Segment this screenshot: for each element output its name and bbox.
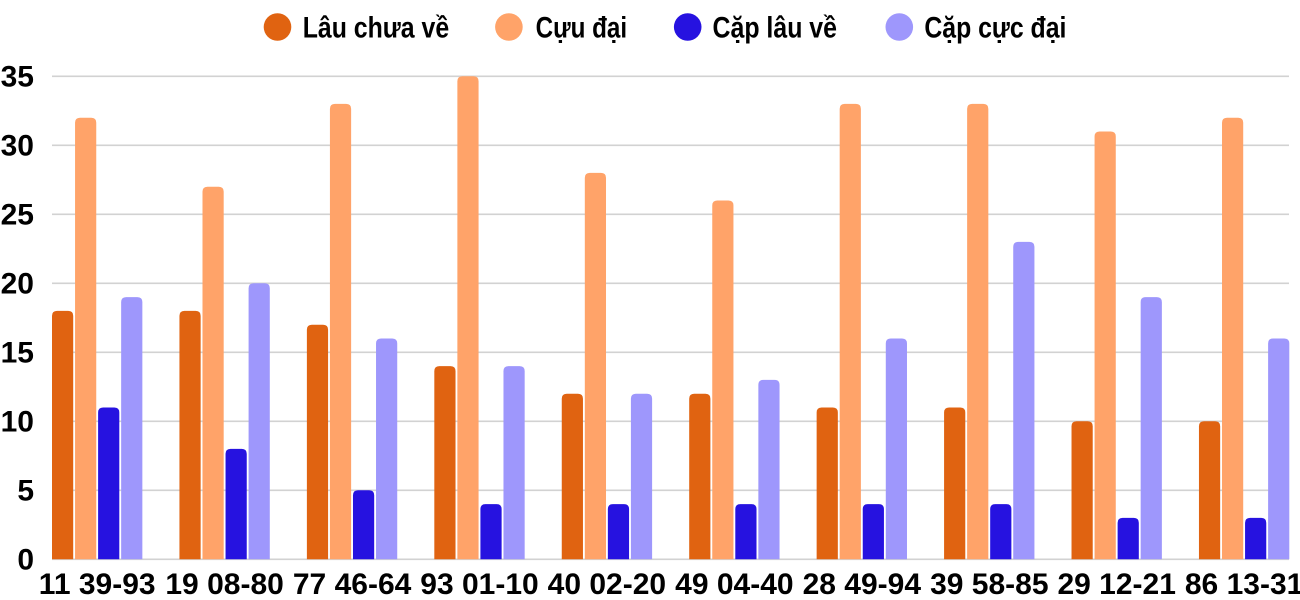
svg-text:49 04-40: 49 04-40	[675, 568, 793, 600]
svg-text:86 13-31: 86 13-31	[1185, 568, 1300, 600]
svg-text:29 12-21: 29 12-21	[1057, 568, 1175, 600]
svg-text:77 46-64: 77 46-64	[293, 568, 412, 600]
svg-text:19 08-80: 19 08-80	[165, 568, 283, 600]
svg-text:93 01-10: 93 01-10	[420, 568, 538, 600]
svg-text:25: 25	[1, 199, 34, 232]
svg-text:5: 5	[17, 475, 34, 508]
svg-text:28 49-94: 28 49-94	[803, 568, 922, 600]
svg-text:20: 20	[1, 268, 34, 301]
svg-text:Cặp lâu về: Cặp lâu về	[713, 11, 838, 44]
svg-text:15: 15	[1, 337, 34, 370]
svg-text:35: 35	[1, 61, 34, 94]
svg-text:40 02-20: 40 02-20	[548, 568, 666, 600]
svg-text:Cặp cực đại: Cặp cực đại	[924, 11, 1066, 44]
svg-text:10: 10	[1, 406, 34, 439]
svg-text:0: 0	[17, 544, 34, 577]
svg-text:Lâu chưa về: Lâu chưa về	[303, 11, 450, 44]
svg-text:Cựu đại: Cựu đại	[536, 11, 628, 44]
svg-text:11 39-93: 11 39-93	[39, 568, 156, 600]
svg-text:39 58-85: 39 58-85	[930, 568, 1048, 600]
svg-text:30: 30	[1, 130, 34, 163]
